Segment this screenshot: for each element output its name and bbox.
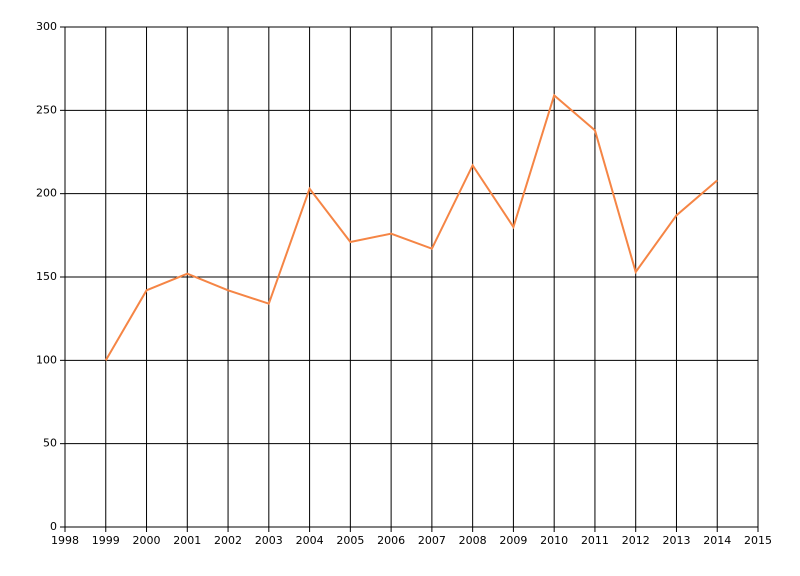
x-tick-label: 2001	[173, 534, 201, 547]
x-tick-label: 2006	[377, 534, 405, 547]
x-tick-label: 2013	[662, 534, 690, 547]
x-tick-label: 2000	[133, 534, 161, 547]
x-tick-label: 2012	[622, 534, 650, 547]
y-tick-label: 100	[36, 353, 57, 366]
x-tick-label: 2005	[336, 534, 364, 547]
y-tick-label: 50	[43, 437, 57, 450]
x-tick-label: 2008	[459, 534, 487, 547]
y-tick-label: 0	[50, 520, 57, 533]
data-line	[104, 93, 718, 361]
x-tick-label: 2007	[418, 534, 446, 547]
x-tick-label: 2011	[581, 534, 609, 547]
x-tick-label: 2004	[296, 534, 324, 547]
x-tick-label: 2010	[540, 534, 568, 547]
x-tick-label: 1999	[92, 534, 120, 547]
y-tick-label: 150	[36, 270, 57, 283]
x-tick-label: 2003	[255, 534, 283, 547]
x-tick-label: 2009	[499, 534, 527, 547]
x-tick-label: 2002	[214, 534, 242, 547]
y-tick-label: 300	[36, 20, 57, 33]
y-tick-label: 250	[36, 103, 57, 116]
x-tick-label: 2015	[744, 534, 772, 547]
x-tick-label: 1998	[51, 534, 79, 547]
x-tick-label: 2014	[703, 534, 731, 547]
y-tick-label: 200	[36, 187, 57, 200]
